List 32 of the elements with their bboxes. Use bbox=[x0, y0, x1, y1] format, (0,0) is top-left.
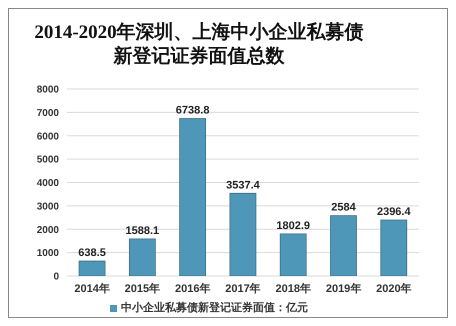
x-tick-label: 2017年 bbox=[225, 282, 261, 295]
bar bbox=[280, 233, 307, 276]
x-tick-label: 2019年 bbox=[326, 282, 362, 295]
y-tick-label: 8000 bbox=[36, 84, 60, 96]
legend-label: 中小企业私募债新登记证券面值：亿元 bbox=[121, 302, 308, 314]
y-tick-label: 6000 bbox=[36, 131, 60, 142]
y-tick-label: 4000 bbox=[36, 178, 60, 190]
y-tick-label: 3000 bbox=[36, 201, 60, 212]
x-tick-label: 2020年 bbox=[376, 282, 412, 295]
y-tick-label: 1000 bbox=[36, 248, 60, 260]
bar bbox=[179, 118, 206, 276]
x-tick-label: 2016年 bbox=[174, 282, 210, 295]
y-tick-label: 0 bbox=[53, 272, 60, 283]
data-label: 1802.9 bbox=[276, 220, 310, 232]
data-label: 3537.4 bbox=[226, 179, 261, 192]
data-label: 2584 bbox=[331, 202, 357, 214]
chart-title: 2014-2020年深圳、上海中小企业私募债新登记证券面值总数 bbox=[33, 21, 365, 69]
bar bbox=[128, 238, 156, 276]
data-label: 638.5 bbox=[78, 247, 106, 260]
bar bbox=[380, 220, 408, 276]
x-tick-label: 2015年 bbox=[124, 282, 160, 295]
data-label: 6738.8 bbox=[176, 104, 210, 116]
y-tick-label: 2000 bbox=[36, 224, 60, 236]
bar bbox=[230, 192, 256, 276]
data-label: 1588.1 bbox=[126, 224, 160, 237]
y-tick-label: 7000 bbox=[36, 108, 60, 119]
x-tick-label: 2018年 bbox=[276, 282, 312, 295]
y-tick-label: 5000 bbox=[36, 154, 60, 166]
data-label: 2396.4 bbox=[376, 206, 412, 218]
bar bbox=[78, 260, 106, 276]
x-tick-label: 2014年 bbox=[74, 282, 110, 295]
bar bbox=[330, 215, 357, 276]
